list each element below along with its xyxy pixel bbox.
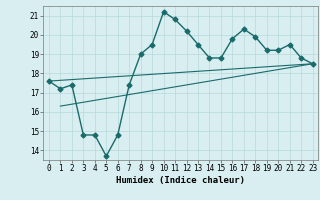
X-axis label: Humidex (Indice chaleur): Humidex (Indice chaleur)	[116, 176, 245, 185]
